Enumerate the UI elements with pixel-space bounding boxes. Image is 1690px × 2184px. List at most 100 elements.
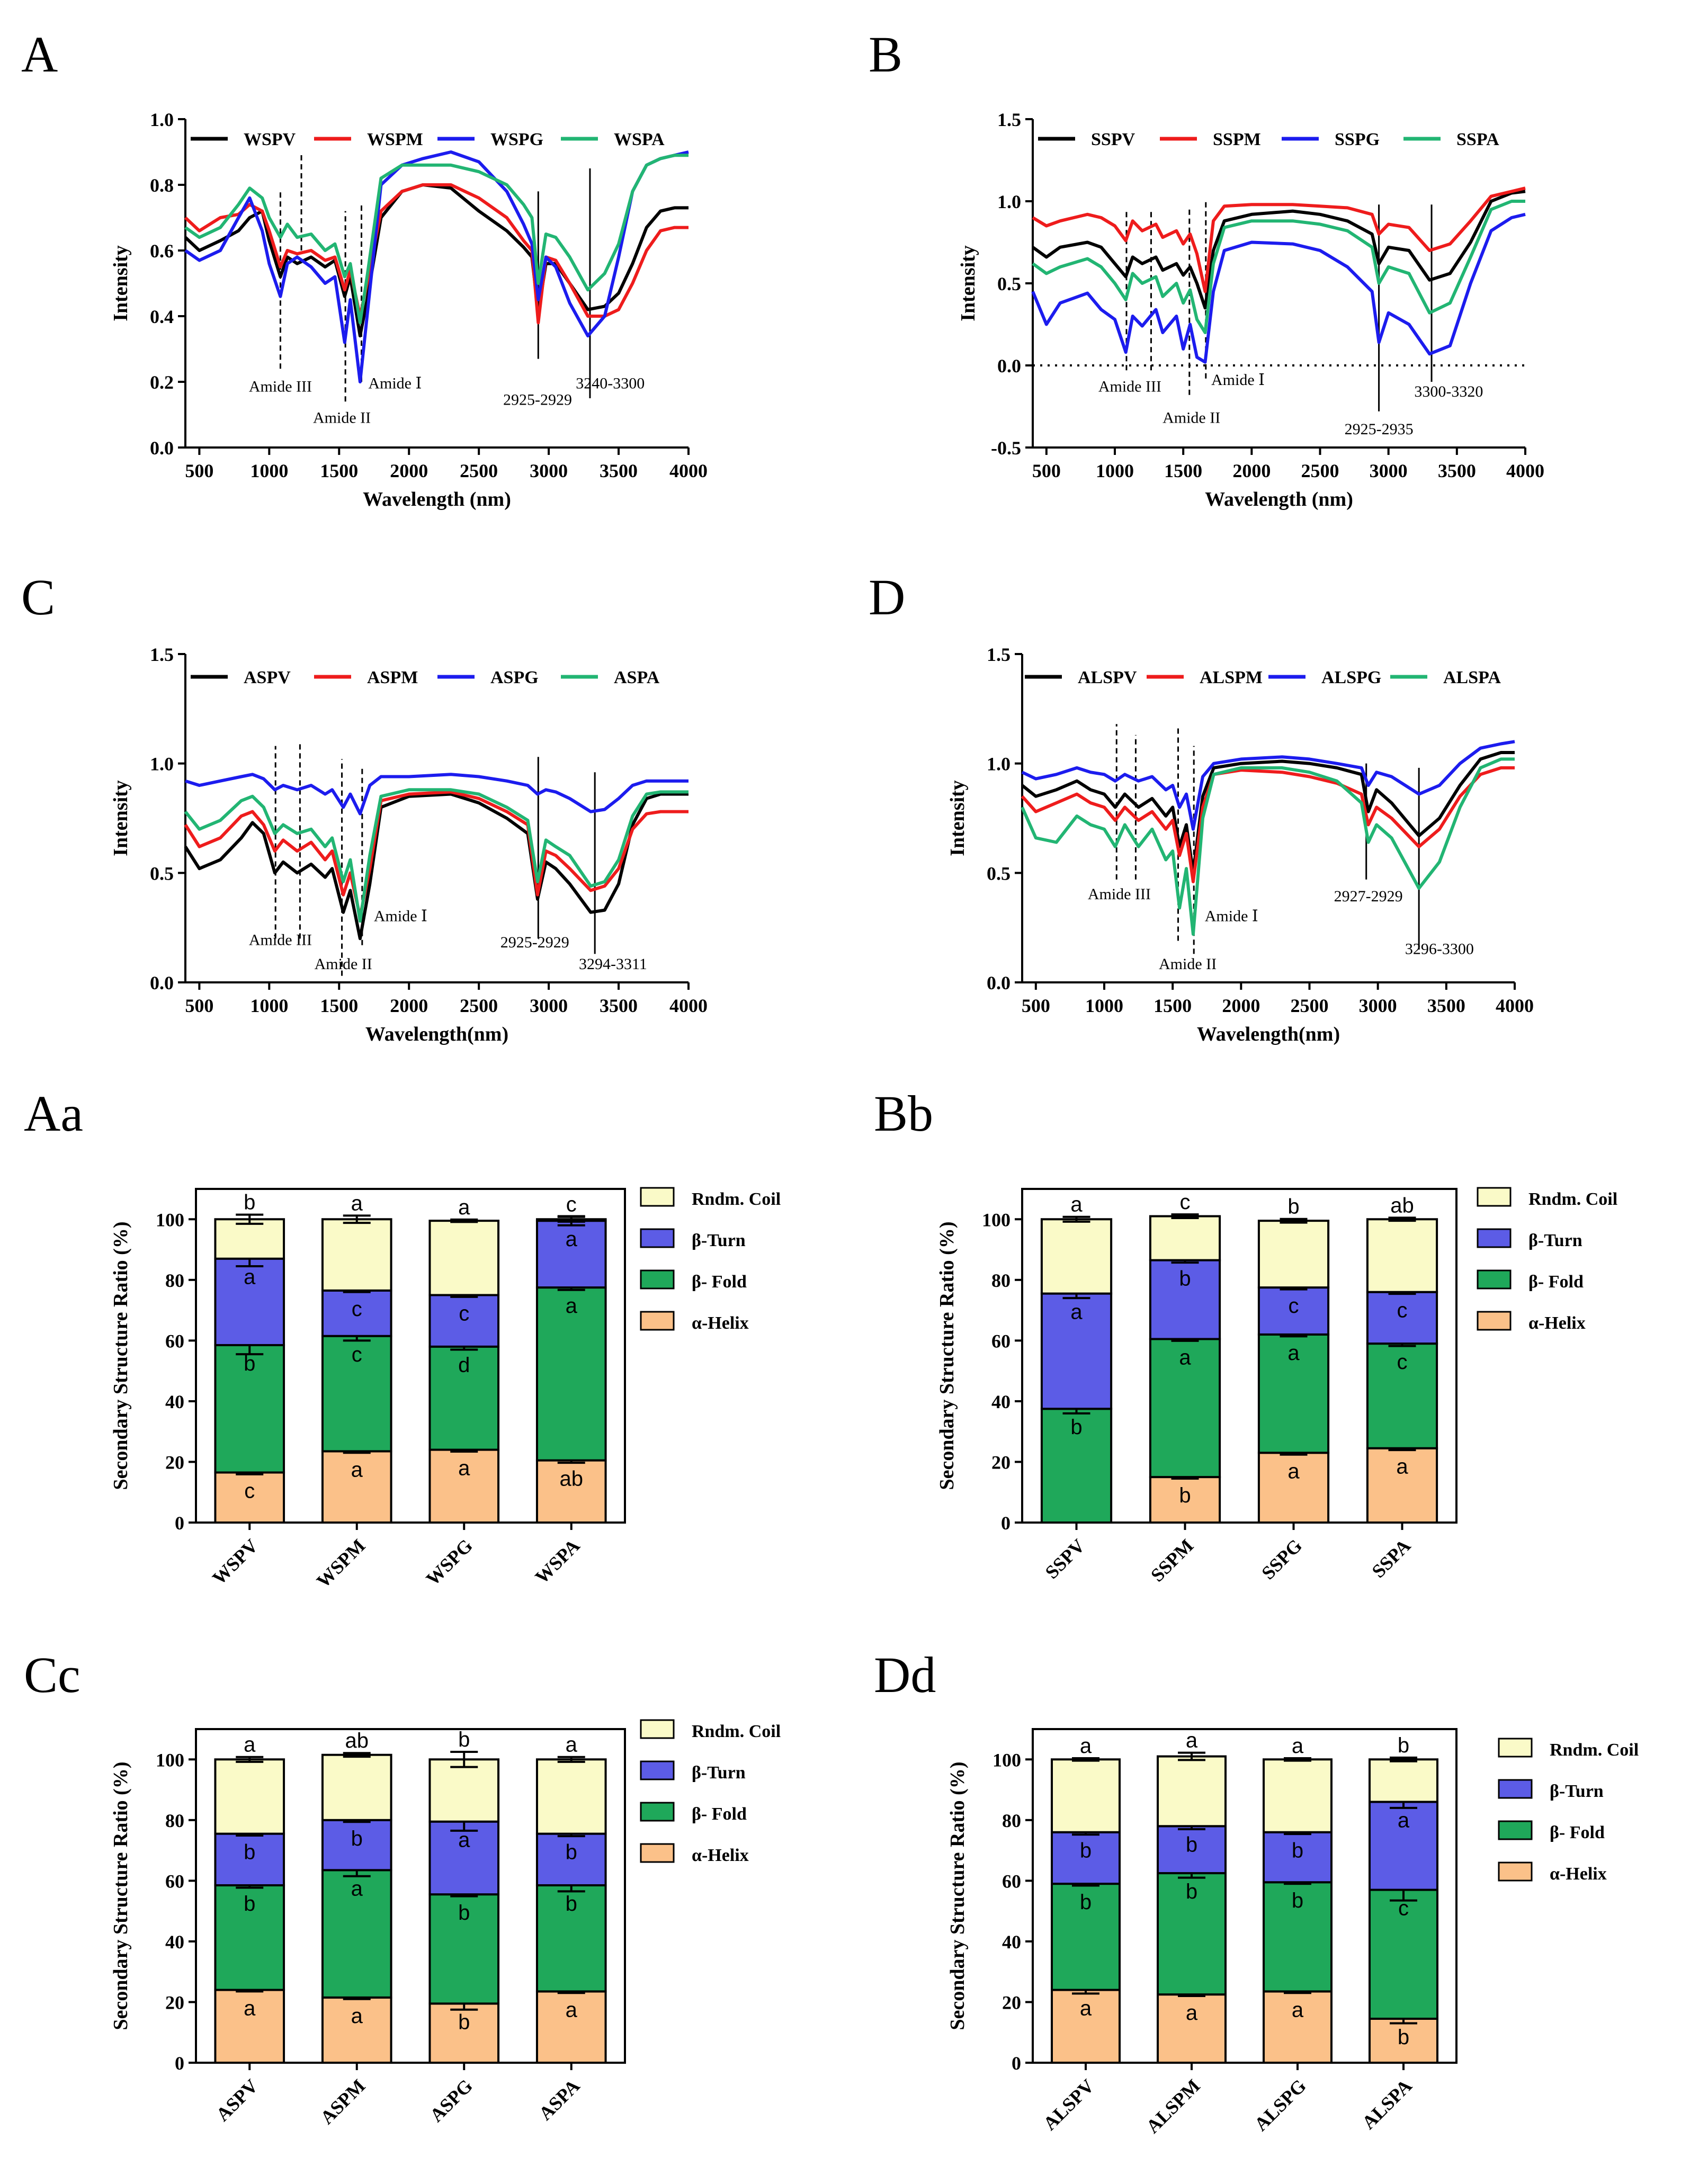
plot-frame bbox=[1021, 1188, 1457, 1524]
bar-segment-β- Fold bbox=[1263, 1881, 1333, 1993]
x-tick-label: 1000 bbox=[250, 460, 288, 481]
x-tick-label: 3000 bbox=[1370, 460, 1408, 481]
bar-segment-β-Turn bbox=[321, 1289, 392, 1337]
peak-annotation: 2925-2935 bbox=[1345, 420, 1414, 438]
y-tick-label: 0.0 bbox=[150, 437, 174, 459]
y-tick-label: 1.5 bbox=[150, 644, 174, 665]
peak-annotation: Amide III bbox=[249, 378, 312, 396]
x-axis-title: Wavelength (nm) bbox=[363, 488, 511, 511]
significance-letter: a bbox=[351, 1877, 363, 1900]
legend-label: β-Turn bbox=[1550, 1782, 1604, 1801]
significance-letter: b bbox=[1398, 1734, 1409, 1757]
peak-annotation: Amide II bbox=[1159, 955, 1217, 973]
legend-label: α-Helix bbox=[692, 1846, 749, 1865]
y-axis-title: Intensity bbox=[957, 245, 979, 321]
y-axis-title: Intensity bbox=[946, 780, 969, 856]
significance-letter: b bbox=[458, 1901, 470, 1925]
bar-segment-β-Turn bbox=[535, 1832, 607, 1886]
bar-segment-α-Helix bbox=[214, 1989, 285, 2064]
significance-letter: a bbox=[244, 1997, 256, 2020]
category-label: WSPG bbox=[422, 1535, 477, 1589]
legend-label: Rndm. Coil bbox=[1550, 1740, 1639, 1760]
y-tick-label: 1.0 bbox=[997, 191, 1021, 212]
panel-label: B bbox=[869, 26, 902, 83]
legend-label: α-Helix bbox=[1528, 1313, 1586, 1333]
peak-annotation: 2925-2929 bbox=[500, 934, 569, 951]
x-tick-label: 1000 bbox=[250, 995, 288, 1016]
significance-letter: b bbox=[1186, 1833, 1197, 1856]
y-tick-label: 100 bbox=[156, 1749, 184, 1770]
significance-letter: a bbox=[566, 1998, 578, 2021]
category-label: SSPG bbox=[1257, 1535, 1306, 1583]
significance-letter: b bbox=[1292, 1889, 1303, 1912]
bar-segment-β-Turn bbox=[214, 1257, 285, 1346]
significance-letter: b bbox=[244, 1841, 255, 1864]
peak-annotation: 3296-3300 bbox=[1405, 940, 1474, 957]
significance-letter: c bbox=[1180, 1191, 1191, 1214]
plot-frame bbox=[195, 1728, 626, 2064]
bar-segment-α-Helix bbox=[214, 1471, 285, 1524]
x-tick-label: 1500 bbox=[320, 460, 358, 481]
significance-letter: a bbox=[1292, 1998, 1304, 2021]
bar-segment-β-Turn bbox=[1040, 1292, 1113, 1410]
legend-label: ASPM bbox=[367, 668, 418, 687]
series-line-ASPA bbox=[184, 788, 688, 923]
significance-letter: a bbox=[1287, 1341, 1300, 1365]
bar-segment-Rndm. Coil bbox=[1257, 1220, 1330, 1289]
significance-letter: b bbox=[1080, 1891, 1092, 1914]
legend-label: SSPA bbox=[1456, 130, 1499, 149]
significance-letter: a bbox=[1398, 1809, 1410, 1832]
bar-segment-β- Fold bbox=[535, 1884, 607, 1993]
y-tick-label: 60 bbox=[991, 1330, 1011, 1351]
legend-swatch bbox=[1477, 1269, 1512, 1290]
y-tick-label: 0.5 bbox=[987, 863, 1011, 884]
bar-segment-β- Fold bbox=[1369, 1888, 1438, 2020]
x-tick-label: 1500 bbox=[1154, 995, 1192, 1016]
y-tick-label: 1.0 bbox=[150, 109, 174, 130]
bar-segment-β-Turn bbox=[428, 1294, 500, 1348]
y-tick-label: 60 bbox=[165, 1330, 184, 1351]
panel-label: A bbox=[21, 26, 58, 83]
legend-label: ALSPA bbox=[1443, 668, 1501, 687]
category-label: ALSPV bbox=[1039, 2075, 1098, 2134]
bar-segment-β-Turn bbox=[1263, 1831, 1333, 1884]
y-tick-label: 1.5 bbox=[987, 644, 1011, 665]
y-tick-label: 1.0 bbox=[987, 754, 1011, 775]
x-tick-label: 3500 bbox=[1427, 995, 1465, 1016]
legend-swatch bbox=[1477, 1187, 1512, 1207]
series-line-WSPA bbox=[184, 154, 688, 325]
legend-swatch bbox=[640, 1269, 675, 1290]
peak-annotation: Amide Ⅰ bbox=[374, 907, 427, 925]
x-tick-label: 2000 bbox=[1232, 460, 1271, 481]
significance-letter: b bbox=[244, 1191, 255, 1214]
significance-letter: b bbox=[566, 1841, 577, 1864]
peak-annotation: 2927-2929 bbox=[1334, 888, 1403, 905]
significance-letter: a bbox=[458, 1829, 470, 1852]
x-tick-label: 2000 bbox=[390, 460, 428, 481]
significance-letter: b bbox=[458, 1728, 470, 1751]
significance-letter: a bbox=[1070, 1301, 1083, 1324]
x-axis-title: Wavelength(nm) bbox=[1197, 1023, 1340, 1045]
peak-annotation: 3294-3311 bbox=[579, 955, 647, 973]
y-tick-label: 100 bbox=[156, 1209, 184, 1230]
significance-letter: b bbox=[458, 2010, 470, 2034]
category-label: WSPA bbox=[531, 1535, 584, 1588]
bar-segment-Rndm. Coil bbox=[1366, 1218, 1438, 1293]
significance-letter: b bbox=[351, 1827, 363, 1850]
bar-segment-β- Fold bbox=[428, 1893, 500, 2005]
significance-letter: a bbox=[244, 1733, 256, 1757]
series-line-ALSPG bbox=[1021, 740, 1515, 831]
bar-segment-Rndm. Coil bbox=[535, 1758, 607, 1835]
significance-letter: a bbox=[458, 1196, 470, 1219]
plot-frame bbox=[195, 1188, 626, 1524]
series-line-ALSPM bbox=[1021, 766, 1515, 883]
y-tick-label: 40 bbox=[165, 1391, 184, 1412]
peak-annotation: Amide III bbox=[1088, 885, 1151, 903]
category-label: ASPV bbox=[212, 2075, 262, 2125]
y-tick-label: 0.0 bbox=[997, 355, 1021, 377]
y-tick-label: 40 bbox=[1002, 1931, 1021, 1953]
x-tick-label: 3000 bbox=[530, 460, 568, 481]
x-tick-label: 4000 bbox=[669, 460, 708, 481]
y-tick-label: 1.0 bbox=[150, 754, 174, 775]
